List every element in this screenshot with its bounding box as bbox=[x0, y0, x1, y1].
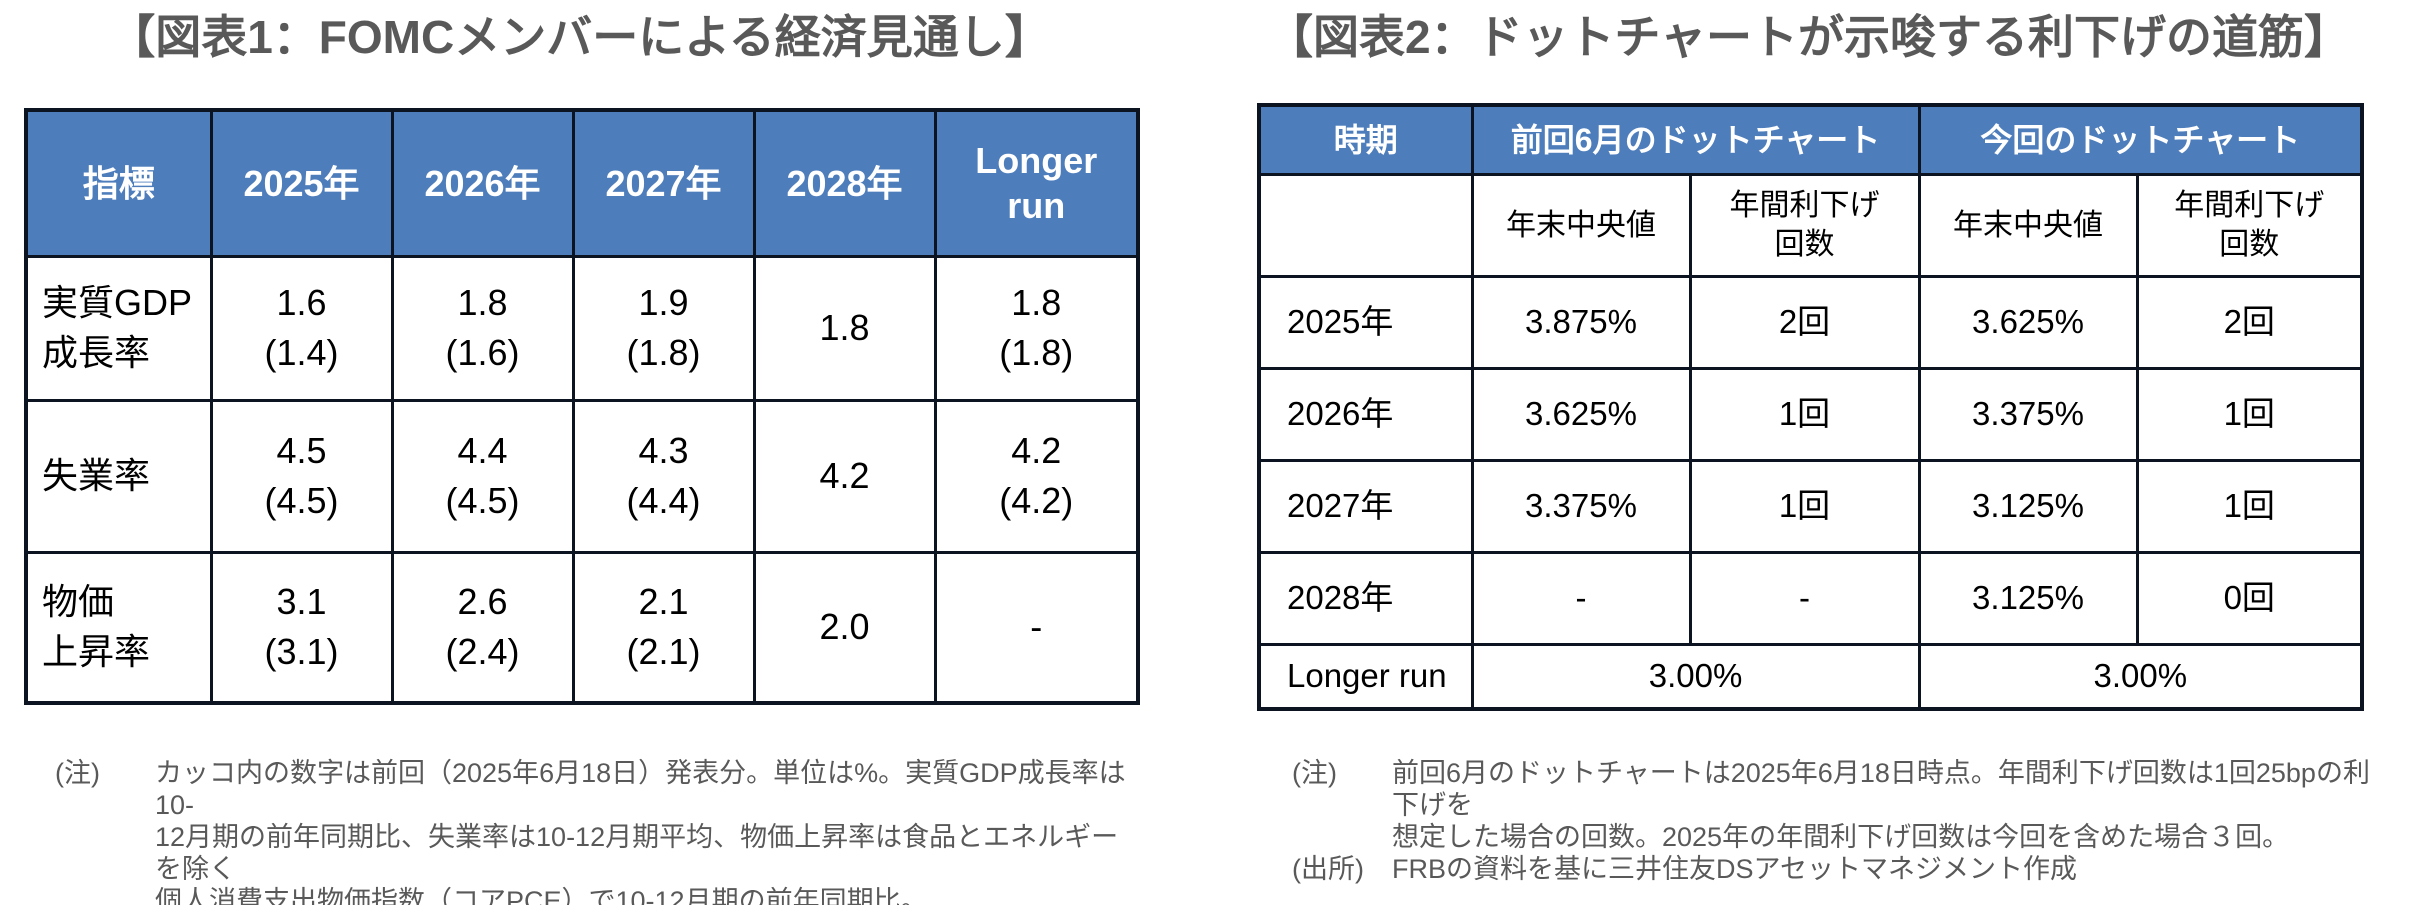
figure2-source-label: (出所) bbox=[1292, 854, 1364, 884]
now-longer-run: 3.00% bbox=[1917, 642, 2364, 711]
prev-median-2025: 3.875% bbox=[1470, 274, 1692, 370]
prev-longer-run: 3.00% bbox=[1470, 642, 1921, 711]
row-label-2027: 2027年 bbox=[1257, 458, 1474, 554]
row-label-2026: 2026年 bbox=[1257, 366, 1474, 462]
now-median-2026: 3.375% bbox=[1917, 366, 2139, 462]
table-row-longer-run: Longer run 3.00% 3.00% bbox=[1257, 642, 2364, 711]
now-median-2028: 3.125% bbox=[1917, 550, 2139, 646]
prev-median-2026: 3.625% bbox=[1470, 366, 1692, 462]
prev-cuts-2028: - bbox=[1688, 550, 1921, 646]
table-row-inflation: 物価 上昇率 3.1 (3.1) 2.6 (2.4) 2.1 (2.1) 2.0… bbox=[24, 550, 1140, 705]
table-row-unemployment: 失業率 4.5 (4.5) 4.4 (4.5) 4.3 (4.4) 4.2 4.… bbox=[24, 398, 1140, 554]
row-label-unemployment: 失業率 bbox=[24, 398, 213, 554]
figure1-col-longer-run: Longer run bbox=[933, 108, 1140, 258]
row-label-2028: 2028年 bbox=[1257, 550, 1474, 646]
row-label-2025: 2025年 bbox=[1257, 274, 1474, 370]
figure2-group-now: 今回のドットチャート bbox=[1917, 103, 2364, 176]
table-row-2027: 2027年 3.375% 1回 3.125% 1回 bbox=[1257, 458, 2364, 554]
now-median-2025: 3.625% bbox=[1917, 274, 2139, 370]
now-cuts-2028: 0回 bbox=[2135, 550, 2364, 646]
figure2-subhead-prev-median: 年末中央値 bbox=[1470, 172, 1692, 278]
figure2-note-text: 前回6月のドットチャートは2025年6月18日時点。年間利下げ回数は1回25bp… bbox=[1392, 758, 2370, 852]
gdp-2028: 1.8 bbox=[752, 254, 937, 402]
now-median-2027: 3.125% bbox=[1917, 458, 2139, 554]
infl-2026: 2.6 (2.4) bbox=[390, 550, 575, 705]
prev-median-2028: - bbox=[1470, 550, 1692, 646]
table-row-gdp: 実質GDP 成長率 1.6 (1.4) 1.8 (1.6) 1.9 (1.8) … bbox=[24, 254, 1140, 402]
gdp-2027: 1.9 (1.8) bbox=[571, 254, 756, 402]
now-cuts-2026: 1回 bbox=[2135, 366, 2364, 462]
figure2-source-text: FRBの資料を基に三井住友DSアセットマネジメント作成 bbox=[1392, 854, 2077, 884]
figure2-sub-header-row: 年末中央値 年間利下げ 回数 年末中央値 年間利下げ 回数 bbox=[1257, 172, 2364, 278]
figure1-note-text: カッコ内の数字は前回（2025年6月18日）発表分。単位は%。実質GDP成長率は… bbox=[155, 758, 1126, 905]
figure2-group-prev: 前回6月のドットチャート bbox=[1470, 103, 1921, 176]
prev-median-2027: 3.375% bbox=[1470, 458, 1692, 554]
figure2-table: 時期 前回6月のドットチャート 今回のドットチャート 年末中央値 年間利下げ 回… bbox=[1257, 103, 2365, 711]
gdp-2026: 1.8 (1.6) bbox=[390, 254, 575, 402]
figure2-subhead-now-median: 年末中央値 bbox=[1917, 172, 2139, 278]
infl-2028: 2.0 bbox=[752, 550, 937, 705]
figure1-col-2027: 2027年 bbox=[571, 108, 756, 258]
prev-cuts-2026: 1回 bbox=[1688, 366, 1921, 462]
infl-2027: 2.1 (2.1) bbox=[571, 550, 756, 705]
prev-cuts-2027: 1回 bbox=[1688, 458, 1921, 554]
figure1-col-2028: 2028年 bbox=[752, 108, 937, 258]
table-row-2026: 2026年 3.625% 1回 3.375% 1回 bbox=[1257, 366, 2364, 462]
figure1-col-2026: 2026年 bbox=[390, 108, 575, 258]
unemp-2025: 4.5 (4.5) bbox=[209, 398, 394, 554]
infl-2025: 3.1 (3.1) bbox=[209, 550, 394, 705]
prev-cuts-2025: 2回 bbox=[1688, 274, 1921, 370]
figure1-title: 【図表1：FOMCメンバーによる経済見通し】 bbox=[109, 11, 1051, 63]
unemp-2027: 4.3 (4.4) bbox=[571, 398, 756, 554]
figure1-notes: (注) カッコ内の数字は前回（2025年6月18日）発表分。単位は%。実質GDP… bbox=[55, 757, 1145, 905]
figure2-notes: (注) 前回6月のドットチャートは2025年6月18日時点。年間利下げ回数は1回… bbox=[1292, 757, 2392, 885]
figure2-subhead-prev-cuts: 年間利下げ 回数 bbox=[1688, 172, 1921, 278]
figure2-subhead-now-cuts: 年間利下げ 回数 bbox=[2135, 172, 2364, 278]
now-cuts-2027: 1回 bbox=[2135, 458, 2364, 554]
figure1-note-label: (注) bbox=[55, 758, 100, 788]
figure1-col-2025: 2025年 bbox=[209, 108, 394, 258]
row-label-inflation: 物価 上昇率 bbox=[24, 550, 213, 705]
unemp-longer-run: 4.2 (4.2) bbox=[933, 398, 1140, 554]
row-label-longer-run: Longer run bbox=[1257, 642, 1474, 711]
figure2-note-label: (注) bbox=[1292, 758, 1337, 788]
table-row-2028: 2028年 - - 3.125% 0回 bbox=[1257, 550, 2364, 646]
figure1-header-row: 指標 2025年 2026年 2027年 2028年 Longer run bbox=[24, 108, 1140, 258]
figure2-subhead-empty bbox=[1257, 172, 1474, 278]
figure1-table: 指標 2025年 2026年 2027年 2028年 Longer run 実質… bbox=[24, 108, 1140, 705]
infl-longer-run: - bbox=[933, 550, 1140, 705]
row-label-gdp: 実質GDP 成長率 bbox=[24, 254, 213, 402]
figure2-title: 【図表2：ドットチャートが示唆する利下げの道筋】 bbox=[1266, 11, 2351, 63]
unemp-2026: 4.4 (4.5) bbox=[390, 398, 575, 554]
figure1-col-indicator: 指標 bbox=[24, 108, 213, 258]
now-cuts-2025: 2回 bbox=[2135, 274, 2364, 370]
gdp-2025: 1.6 (1.4) bbox=[209, 254, 394, 402]
figure2-group-header-row: 時期 前回6月のドットチャート 今回のドットチャート bbox=[1257, 103, 2364, 176]
unemp-2028: 4.2 bbox=[752, 398, 937, 554]
figure2-col-period: 時期 bbox=[1257, 103, 1474, 176]
table-row-2025: 2025年 3.875% 2回 3.625% 2回 bbox=[1257, 274, 2364, 370]
gdp-longer-run: 1.8 (1.8) bbox=[933, 254, 1140, 402]
